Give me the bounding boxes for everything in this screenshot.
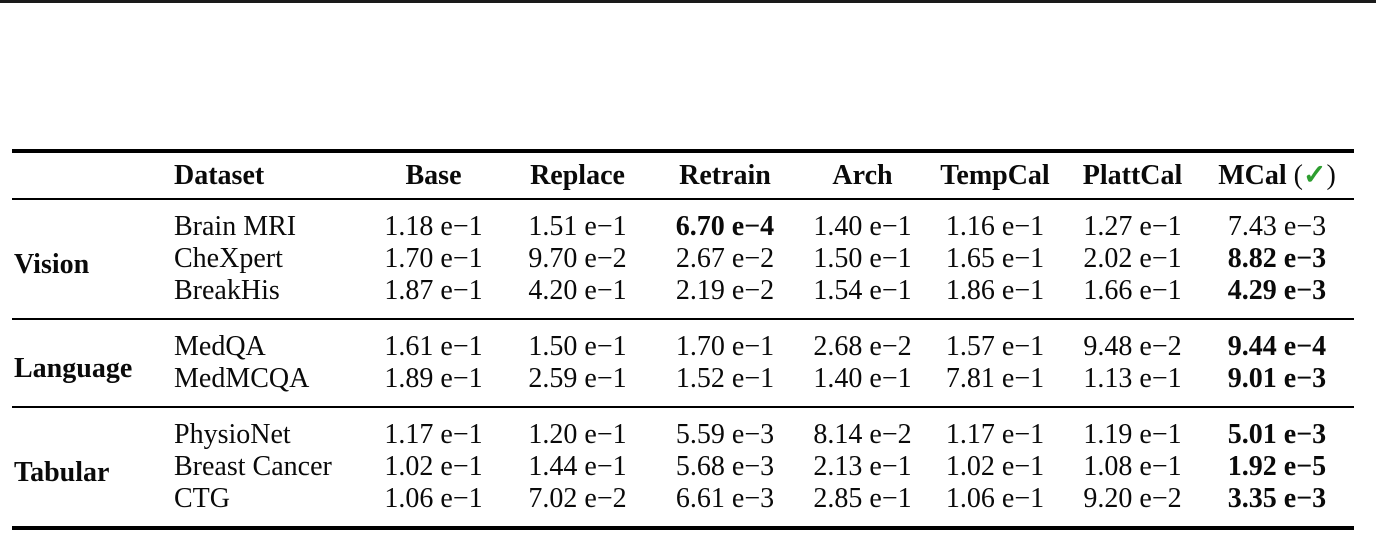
table-row: Vision Brain MRI 1.18 e−1 1.51 e−1 6.70 … [12, 199, 1354, 280]
dataset-cell: PhysioNet [174, 419, 291, 450]
dataset-cell: MedQA [174, 331, 266, 362]
table-header: Dataset Base Replace Retrain Arch TempCa… [12, 151, 1354, 199]
group-label-tabular: Tabular [14, 456, 110, 488]
metric-cell: 8.82 e−3 [1227, 243, 1327, 274]
metric-cell: 9.44 e−4 [1227, 331, 1327, 362]
metric-cell: 1.50 e−1 [813, 243, 912, 274]
corner-cell [12, 151, 172, 199]
checkmark-icon: ✓ [1302, 159, 1327, 191]
column-header-retrain: Retrain [679, 159, 771, 191]
metric-cell: 2.85 e−1 [813, 483, 912, 514]
metric-cell: 1.70 e−1 [675, 331, 775, 362]
table-row: CTG 1.06 e−1 7.02 e−2 6.61 e−3 2.85 e−1 … [12, 483, 1354, 528]
metric-cell: 2.02 e−1 [1083, 243, 1182, 274]
metric-cell: 1.08 e−1 [1083, 451, 1182, 482]
table-row: CheXpert 1.70 e−1 9.70 e−2 2.67 e−2 1.50… [12, 243, 1354, 275]
metric-cell: 1.61 e−1 [384, 331, 483, 362]
metric-cell: 1.52 e−1 [675, 363, 775, 394]
mcal-paren-open: ( [1293, 159, 1303, 191]
section-vision: Vision Brain MRI 1.18 e−1 1.51 e−1 6.70 … [12, 199, 1354, 319]
metric-cell: 9.70 e−2 [528, 243, 627, 274]
metric-cell: 1.17 e−1 [945, 419, 1045, 450]
metric-cell: 1.92 e−5 [1227, 451, 1327, 482]
metric-cell: 1.17 e−1 [384, 419, 483, 450]
metric-cell: 7.02 e−2 [528, 483, 627, 514]
metric-cell: 1.89 e−1 [384, 363, 483, 394]
metric-cell: 7.81 e−1 [945, 363, 1045, 394]
metric-cell: 1.06 e−1 [384, 483, 483, 514]
metric-cell: 1.86 e−1 [945, 275, 1045, 306]
table-row: Breast Cancer 1.02 e−1 1.44 e−1 5.68 e−3… [12, 451, 1354, 483]
dataset-cell: BreakHis [174, 275, 280, 306]
metric-cell: 1.13 e−1 [1083, 363, 1182, 394]
metric-cell: 4.29 e−3 [1227, 275, 1327, 306]
metric-cell: 1.20 e−1 [528, 419, 627, 450]
metric-cell: 2.59 e−1 [528, 363, 627, 394]
group-label-language: Language [14, 352, 133, 384]
metric-cell: 1.70 e−1 [384, 243, 483, 274]
header-row: Dataset Base Replace Retrain Arch TempCa… [12, 151, 1354, 199]
metric-cell: 1.02 e−1 [384, 451, 483, 482]
metric-cell: 1.87 e−1 [384, 275, 483, 306]
metric-cell: 5.01 e−3 [1227, 419, 1327, 450]
section-language: Language MedQA 1.61 e−1 1.50 e−1 1.70 e−… [12, 319, 1354, 407]
metric-cell: 1.65 e−1 [945, 243, 1045, 274]
column-header-dataset: Dataset [174, 159, 265, 191]
metric-cell: 1.54 e−1 [813, 275, 912, 306]
column-header-tempcal: TempCal [940, 159, 1050, 191]
results-table: Dataset Base Replace Retrain Arch TempCa… [12, 149, 1354, 530]
dataset-cell: Brain MRI [174, 211, 297, 242]
metric-cell: 1.16 e−1 [945, 211, 1045, 242]
metric-cell: 2.13 e−1 [813, 451, 912, 482]
column-header-base: Base [405, 159, 462, 191]
column-header-arch: Arch [832, 159, 893, 191]
metric-cell: 1.06 e−1 [945, 483, 1045, 514]
group-label-vision: Vision [14, 248, 90, 280]
metric-cell: 1.27 e−1 [1083, 211, 1182, 242]
metric-cell: 1.66 e−1 [1083, 275, 1182, 306]
section-tabular: Tabular PhysioNet 1.17 e−1 1.20 e−1 5.59… [12, 407, 1354, 528]
table-row: MedMCQA 1.89 e−1 2.59 e−1 1.52 e−1 1.40 … [12, 363, 1354, 407]
metric-cell: 9.20 e−2 [1083, 483, 1182, 514]
metric-cell: 1.51 e−1 [528, 211, 627, 242]
page-top-border-line [0, 0, 1376, 3]
table-row: BreakHis 1.87 e−1 4.20 e−1 2.19 e−2 1.54… [12, 275, 1354, 319]
metric-cell: 6.61 e−3 [675, 483, 775, 514]
column-header-replace: Replace [530, 159, 625, 191]
column-header-mcal: MCal (✓) [1200, 151, 1354, 199]
metric-cell: 1.40 e−1 [813, 363, 912, 394]
metric-cell: 5.68 e−3 [675, 451, 775, 482]
metric-cell: 3.35 e−3 [1227, 483, 1327, 514]
dataset-cell: Breast Cancer [174, 451, 332, 482]
metric-cell: 2.19 e−2 [675, 275, 775, 306]
metric-cell: 7.43 e−3 [1227, 211, 1327, 242]
metric-cell: 9.48 e−2 [1083, 331, 1182, 362]
table-row: Tabular PhysioNet 1.17 e−1 1.20 e−1 5.59… [12, 407, 1354, 488]
metric-cell: 8.14 e−2 [813, 419, 912, 450]
mcal-paren-close: ) [1326, 159, 1336, 191]
metric-cell: 1.02 e−1 [945, 451, 1045, 482]
metric-cell: 4.20 e−1 [528, 275, 627, 306]
dataset-cell: MedMCQA [174, 363, 310, 394]
metric-cell: 5.59 e−3 [675, 419, 775, 450]
metric-cell: 1.57 e−1 [945, 331, 1045, 362]
metric-cell: 1.50 e−1 [528, 331, 627, 362]
metric-cell: 2.67 e−2 [675, 243, 775, 274]
dataset-cell: CheXpert [174, 243, 283, 274]
column-header-plattcal: PlattCal [1082, 159, 1183, 191]
metric-cell: 9.01 e−3 [1227, 363, 1327, 394]
metric-cell: 6.70 e−4 [675, 211, 775, 242]
metric-cell: 2.68 e−2 [813, 331, 912, 362]
metric-cell: 1.19 e−1 [1083, 419, 1182, 450]
mcal-label: MCal [1218, 159, 1287, 191]
metric-cell: 1.40 e−1 [813, 211, 912, 242]
dataset-cell: CTG [174, 483, 230, 514]
metric-cell: 1.44 e−1 [528, 451, 627, 482]
table-row: Language MedQA 1.61 e−1 1.50 e−1 1.70 e−… [12, 319, 1354, 384]
metric-cell: 1.18 e−1 [384, 211, 483, 242]
